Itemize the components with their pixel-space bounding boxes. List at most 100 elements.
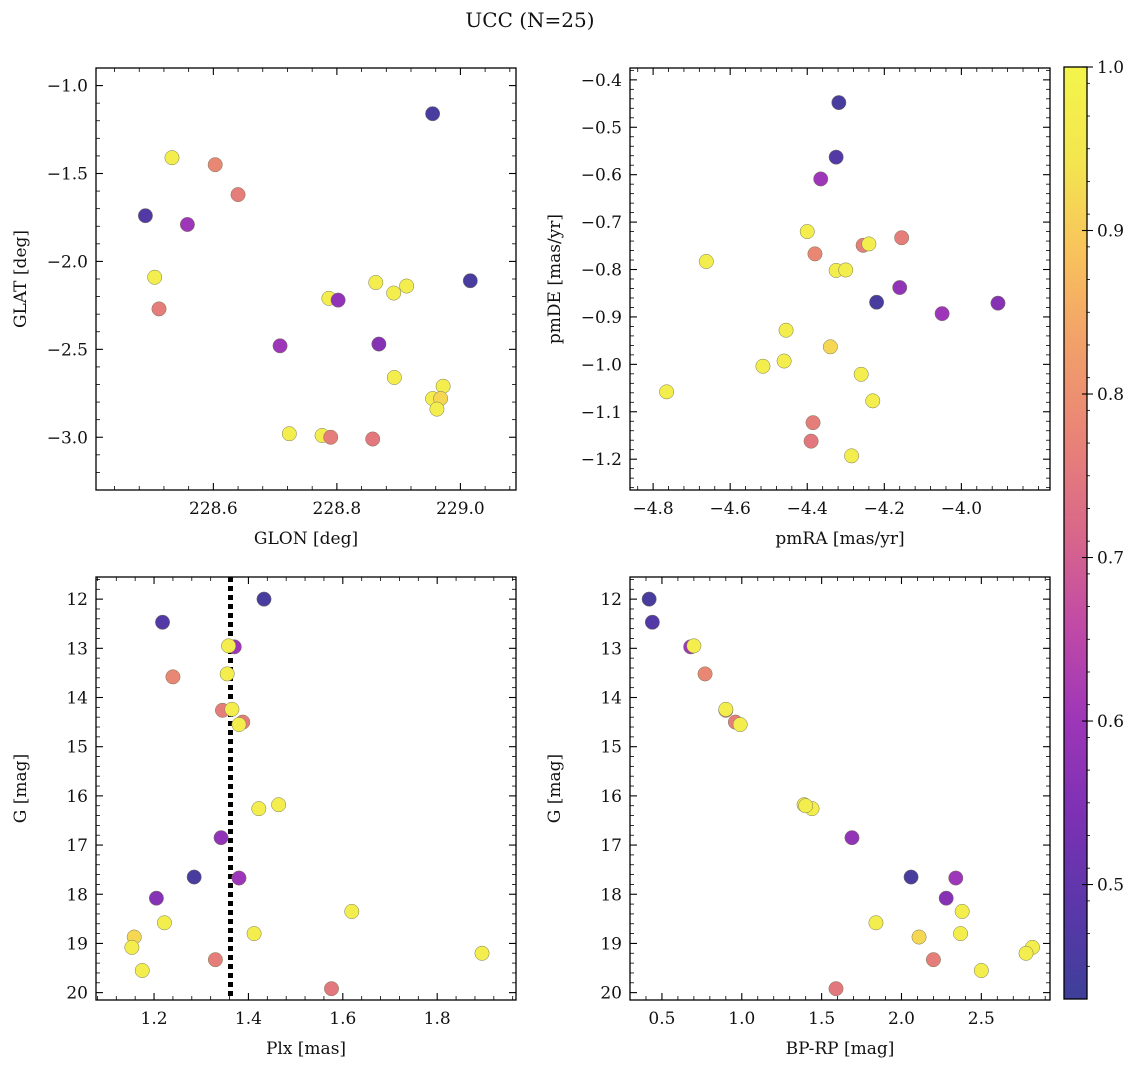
data-point: [213, 830, 229, 846]
y-tick-label: −0.5: [581, 118, 622, 138]
colorbar-tick-label: 1.0: [1097, 58, 1124, 78]
data-point: [251, 801, 267, 817]
data-point: [865, 393, 881, 409]
data-point: [776, 353, 792, 369]
data-point: [954, 904, 970, 919]
y-tick-label: −1.2: [581, 450, 622, 470]
data-point: [344, 904, 360, 919]
data-point: [151, 301, 167, 317]
data-point: [323, 429, 339, 445]
y-tick-label: −2.0: [47, 252, 88, 272]
data-point: [429, 401, 445, 417]
data-point: [973, 963, 989, 978]
y-tick-label: 12: [600, 590, 622, 610]
data-point: [224, 701, 240, 717]
x-axis-label: pmRA [mas/yr]: [775, 529, 904, 549]
y-tick-label: 16: [66, 787, 88, 807]
data-point: [838, 262, 854, 278]
data-point: [155, 614, 170, 630]
data-point: [207, 157, 223, 173]
y-tick-label: −2.5: [47, 340, 88, 360]
x-tick-label: 2.5: [968, 1009, 995, 1029]
x-axis-label: Plx [mas]: [266, 1039, 346, 1059]
y-tick-label: −0.7: [581, 213, 622, 233]
y-tick-label: 20: [600, 984, 622, 1004]
panel-3: 1.2 1.4 1.6 1.8 12 13 14 15 16 17 18 19 20 Plx [mas] G…: [11, 576, 517, 1059]
x-tick-label: −4.6: [710, 499, 751, 519]
y-tick-label: −0.9: [581, 308, 622, 328]
x-tick-label: 2.0: [888, 1009, 915, 1029]
data-point: [231, 870, 247, 886]
data-point: [1018, 945, 1034, 961]
data-point: [861, 236, 877, 252]
data-point: [165, 669, 181, 685]
data-point: [148, 890, 164, 906]
data-point: [903, 869, 919, 885]
y-tick-label: 18: [600, 885, 622, 905]
y-axis-label: pmDE [mas/yr]: [545, 214, 565, 344]
x-axis-label: GLON [deg]: [254, 529, 358, 549]
data-point: [435, 378, 451, 394]
data-point: [474, 945, 490, 961]
y-tick-label: 13: [600, 639, 622, 659]
panel-1: 228.6 228.8 229.0 −1.0 −1.5 −2.0 −2.5 −3.0 GLON …: [11, 67, 517, 549]
data-point: [925, 952, 941, 968]
colorbar-tick-label: 0.5: [1097, 876, 1124, 896]
data-point: [844, 830, 860, 846]
data-point: [948, 870, 964, 886]
data-point: [271, 797, 287, 813]
y-tick-label: 15: [66, 738, 88, 758]
colorbar-tick-label: 0.6: [1097, 712, 1124, 732]
data-point: [938, 890, 954, 906]
y-tick-label: 19: [600, 934, 622, 954]
panel-2: −4.8 −4.6 −4.4 −4.2 −4.0 −0.4 −0.5 −0.6 −0.7 −0.8…: [545, 67, 1051, 549]
x-tick-label: 1.6: [329, 1009, 356, 1029]
scatter-panels: 228.6 228.8 229.0 −1.0 −1.5 −2.0 −2.5 −3.0 GLON …: [11, 67, 1051, 1059]
x-tick-label: 1.2: [141, 1009, 168, 1029]
data-point: [718, 701, 734, 717]
data-point: [799, 224, 815, 240]
data-point: [324, 981, 339, 997]
data-point: [778, 322, 794, 338]
data-point: [894, 230, 910, 246]
y-tick-label: −1.0: [581, 355, 622, 375]
data-point: [365, 431, 381, 447]
panel-4: 0.5 1.0 1.5 2.0 2.5 12 13 14 15 16 17 18 19 20 BP-RP […: [545, 576, 1051, 1059]
colorbar: 1.0 0.9 0.8 0.7 0.6 0.5: [1063, 58, 1124, 1000]
data-point: [156, 915, 172, 931]
data-point: [368, 275, 384, 290]
y-tick-label: −1.5: [47, 165, 88, 185]
data-point: [179, 217, 195, 232]
data-point: [644, 614, 660, 630]
x-tick-label: 228.6: [189, 499, 238, 519]
data-point: [828, 981, 844, 997]
y-tick-label: −0.8: [581, 261, 622, 281]
y-axis-label: GLAT [deg]: [11, 230, 31, 328]
y-tick-label: 15: [600, 738, 622, 758]
data-point: [186, 869, 202, 885]
data-point: [831, 95, 847, 111]
data-point: [641, 591, 657, 607]
data-point: [256, 591, 272, 607]
colorbar-tick-label: 0.9: [1097, 222, 1124, 242]
x-tick-label: 1.8: [424, 1009, 451, 1029]
data-point: [137, 208, 153, 224]
data-point: [246, 926, 262, 942]
y-tick-label: −3.0: [47, 428, 88, 448]
data-point: [230, 187, 246, 203]
data-point: [990, 295, 1006, 311]
data-point: [807, 246, 823, 262]
data-point: [231, 717, 247, 733]
data-point: [911, 929, 927, 945]
data-point: [659, 384, 675, 400]
colorbar-tick-label: 0.7: [1097, 549, 1124, 569]
x-axis-label: BP-RP [mag]: [786, 1039, 895, 1059]
colorbar-tick-label: 0.8: [1097, 385, 1124, 405]
data-point: [953, 926, 969, 942]
x-tick-label: −4.2: [864, 499, 905, 519]
data-point: [134, 963, 150, 978]
x-tick-label: 1.4: [235, 1009, 262, 1029]
y-tick-label: −0.6: [581, 166, 622, 186]
data-point: [698, 254, 714, 269]
